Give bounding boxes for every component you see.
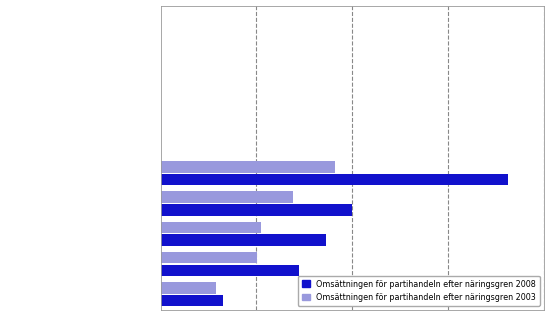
Bar xyxy=(161,252,257,263)
Bar xyxy=(161,264,299,276)
Bar xyxy=(161,174,508,185)
Bar xyxy=(161,313,179,316)
Bar xyxy=(161,282,216,294)
Bar xyxy=(161,191,292,203)
Bar xyxy=(161,295,223,306)
Bar xyxy=(161,234,326,246)
Legend: Omsättningen för partihandeln efter näringsgren 2008, Omsättningen för partihand: Omsättningen för partihandeln efter näri… xyxy=(297,276,540,306)
Bar xyxy=(161,204,352,216)
Bar xyxy=(161,161,335,173)
Bar xyxy=(161,222,261,233)
